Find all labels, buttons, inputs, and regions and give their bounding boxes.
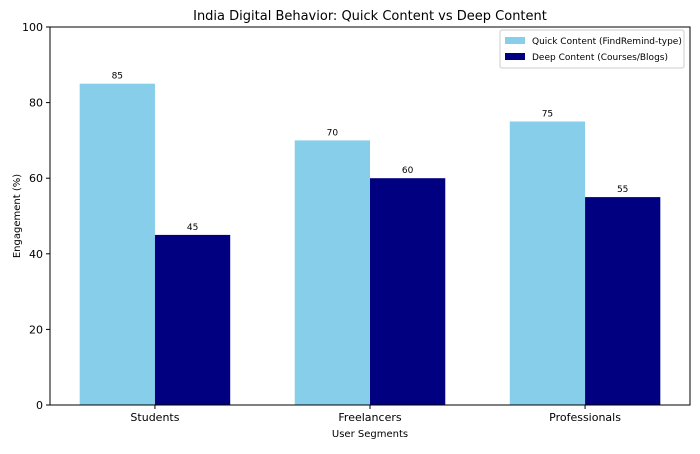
legend-label: Deep Content (Courses/Blogs) xyxy=(532,53,668,63)
legend: Quick Content (FindRemind-type) Deep Cont… xyxy=(499,29,685,69)
y-tick-label: 100 xyxy=(22,21,43,34)
y-tick-label: 40 xyxy=(29,248,43,261)
bar xyxy=(509,121,586,405)
bar xyxy=(79,83,155,405)
y-tick-label: 80 xyxy=(29,97,43,110)
bar xyxy=(154,234,231,405)
legend-swatch xyxy=(505,53,525,60)
data-label: 60 xyxy=(402,166,414,176)
chart-title: India Digital Behavior: Quick Content vs… xyxy=(193,9,547,24)
y-tick-label: 60 xyxy=(29,172,43,185)
data-label: 55 xyxy=(617,185,628,195)
data-label: 75 xyxy=(542,110,553,120)
x-tick-label: Students xyxy=(130,411,179,424)
x-axis-label: User Segments xyxy=(332,429,408,440)
y-axis-label: Engagement (%) xyxy=(12,174,23,258)
legend-label: Quick Content (FindRemind-type) xyxy=(532,37,682,47)
bar xyxy=(370,178,446,405)
y-tick-label: 20 xyxy=(29,323,43,336)
data-label: 85 xyxy=(112,72,123,82)
bar xyxy=(294,140,370,405)
data-label: 45 xyxy=(187,223,198,233)
x-tick-label: Professionals xyxy=(549,411,621,424)
legend-swatch xyxy=(505,37,525,44)
legend-box xyxy=(499,29,685,69)
data-label: 70 xyxy=(327,128,339,138)
x-tick-label: Freelancers xyxy=(338,411,401,424)
y-tick-label: 0 xyxy=(36,399,43,412)
bar xyxy=(585,197,661,405)
